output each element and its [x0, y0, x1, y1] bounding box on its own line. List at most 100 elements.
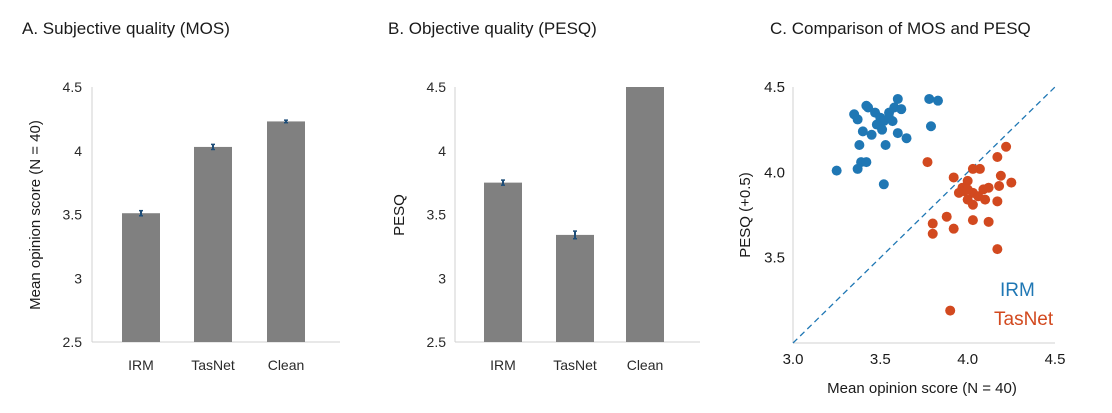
- error-bar: [501, 179, 505, 186]
- point-irm: [863, 102, 874, 113]
- point-irm: [932, 95, 943, 106]
- bar-irm: [122, 213, 160, 342]
- y-ticks: 3.5 4.0 4.5: [764, 79, 785, 267]
- y-tick-label: 3.5: [63, 207, 83, 223]
- x-tick-label: 4.5: [1045, 351, 1066, 368]
- point-tasnet: [1001, 141, 1012, 152]
- point-tasnet: [1006, 177, 1017, 188]
- panel-mos-bar-chart: A. Subjective quality (MOS) Mean opinion…: [22, 19, 340, 373]
- x-tick-label: 3.5: [870, 351, 891, 368]
- x-ticks: IRM TasNet Clean: [490, 357, 663, 373]
- bar-tasnet: [556, 234, 594, 342]
- error-bar: [284, 119, 288, 124]
- bars: [484, 87, 664, 342]
- point-tasnet: [992, 151, 1003, 162]
- x-tick-label: Clean: [627, 357, 664, 373]
- x-ticks: 3.0 3.5 4.0 4.5: [783, 351, 1066, 368]
- bar-tasnet: [194, 146, 232, 342]
- x-tick-label: Clean: [268, 357, 305, 373]
- point-tasnet: [927, 228, 938, 239]
- x-axis-label: Mean opinion score (N = 40): [827, 380, 1017, 397]
- panel-pesq-bar-chart: B. Objective quality (PESQ) PESQ 2.5 3 3.5…: [388, 19, 700, 373]
- legend-entry-tasnet: TasNet: [994, 309, 1054, 330]
- point-tasnet: [927, 218, 938, 229]
- point-irm: [887, 116, 898, 127]
- y-tick-label: 2.5: [63, 334, 83, 350]
- point-irm: [852, 114, 863, 125]
- panel-scatter-chart: C. Comparison of MOS and PESQ PESQ (+0.5…: [737, 19, 1065, 397]
- x-tick-label: IRM: [128, 357, 154, 373]
- x-tick-label: TasNet: [191, 357, 235, 373]
- point-irm: [892, 93, 903, 104]
- x-tick-label: 3.0: [783, 351, 804, 368]
- identity-diagonal-line: [792, 86, 1056, 344]
- y-tick-label: 4.5: [427, 79, 447, 95]
- point-irm: [866, 129, 877, 140]
- y-tick-label: 3: [438, 270, 446, 286]
- panel-title: C. Comparison of MOS and PESQ: [770, 19, 1031, 38]
- point-irm: [878, 179, 889, 190]
- point-tasnet: [992, 244, 1003, 255]
- bars: [122, 121, 305, 342]
- x-tick-label: TasNet: [553, 357, 597, 373]
- point-tasnet: [922, 157, 933, 168]
- bar-clean: [626, 87, 664, 342]
- point-irm: [880, 140, 891, 151]
- point-tasnet: [962, 175, 973, 186]
- point-tasnet: [994, 180, 1005, 191]
- point-irm: [877, 124, 888, 135]
- error-bar: [211, 143, 215, 151]
- y-axis-label: PESQ: [391, 194, 408, 236]
- point-irm: [857, 126, 868, 137]
- panel-title: B. Objective quality (PESQ): [388, 19, 597, 38]
- point-tasnet: [995, 170, 1006, 181]
- error-bars: [139, 119, 288, 217]
- point-tasnet: [945, 305, 956, 316]
- point-tasnet: [941, 211, 952, 222]
- point-irm: [901, 133, 912, 144]
- legend-entry-irm: IRM: [1000, 280, 1035, 301]
- point-irm: [854, 140, 865, 151]
- y-tick-label: 4.5: [63, 79, 83, 95]
- y-tick-label: 3.5: [427, 207, 447, 223]
- point-tasnet: [992, 196, 1003, 207]
- point-tasnet: [967, 163, 978, 174]
- y-tick-label: 3.5: [764, 250, 785, 267]
- scatter-points: [831, 93, 1017, 316]
- y-tick-label: 2.5: [427, 334, 447, 350]
- y-tick-label: 4: [438, 143, 446, 159]
- y-tick-label: 4: [74, 143, 82, 159]
- point-tasnet: [983, 182, 994, 193]
- point-irm: [861, 157, 872, 168]
- error-bar: [573, 230, 577, 240]
- point-irm: [892, 128, 903, 139]
- x-tick-label: IRM: [490, 357, 516, 373]
- y-axis-label: PESQ (+0.5): [737, 172, 754, 257]
- error-bars: [501, 179, 577, 240]
- point-tasnet: [974, 163, 985, 174]
- point-tasnet: [980, 194, 991, 205]
- point-tasnet: [967, 199, 978, 210]
- bar-irm: [484, 182, 522, 342]
- y-tick-label: 4.5: [764, 79, 785, 96]
- x-tick-label: 4.0: [957, 351, 978, 368]
- bar-clean: [267, 121, 305, 342]
- y-tick-label: 4.0: [764, 164, 785, 181]
- point-tasnet: [962, 184, 973, 195]
- point-tasnet: [967, 215, 978, 226]
- point-tasnet: [948, 172, 959, 183]
- y-ticks: 2.5 3 3.5 4 4.5: [63, 79, 83, 350]
- point-irm: [924, 93, 935, 104]
- point-irm: [925, 121, 936, 132]
- point-irm: [852, 163, 863, 174]
- y-axis-label: Mean opinion score (N = 40): [27, 120, 44, 310]
- panel-title: A. Subjective quality (MOS): [22, 19, 230, 38]
- point-tasnet: [948, 223, 959, 234]
- point-irm: [896, 104, 907, 115]
- y-tick-label: 3: [74, 270, 82, 286]
- error-bar: [139, 209, 143, 217]
- point-tasnet: [983, 216, 994, 227]
- x-ticks: IRM TasNet Clean: [128, 357, 304, 373]
- point-irm: [831, 165, 842, 176]
